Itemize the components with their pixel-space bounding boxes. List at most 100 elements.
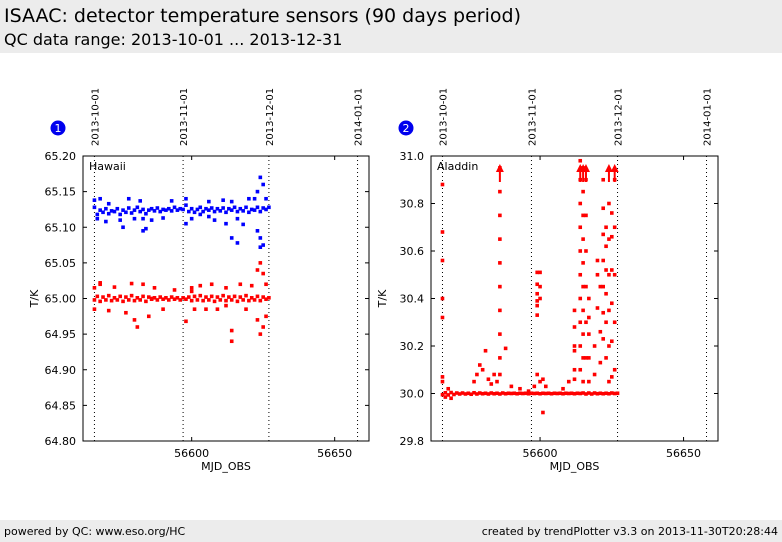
y-tick-label: 30.2 [400, 340, 425, 353]
data-point [515, 391, 519, 396]
data-point [198, 283, 203, 288]
data-point [161, 297, 165, 302]
data-point [581, 356, 585, 360]
data-point [106, 308, 111, 313]
data-point [212, 209, 217, 214]
data-point [584, 392, 588, 396]
x-axis-label: MJD_OBS [201, 460, 251, 473]
data-point [106, 211, 111, 216]
x-tick-label: 56600 [523, 447, 558, 460]
data-point [541, 377, 545, 382]
data-point [261, 182, 265, 187]
data-point [204, 307, 208, 311]
data-point [581, 308, 585, 313]
data-point [132, 208, 137, 212]
data-point [238, 295, 243, 299]
data-point [584, 320, 588, 325]
plots-canvas: 2013-10-01 2013-11-01 2013-12-01 2014-01-01… [28, 88, 719, 473]
data-point [598, 391, 603, 396]
data-point [566, 391, 571, 396]
data-point [469, 392, 473, 397]
data-point [172, 297, 177, 302]
footer-credit: powered by QC: www.eso.org/HC [4, 525, 186, 538]
data-point [198, 205, 203, 210]
data-point [167, 298, 171, 302]
data-point [529, 391, 534, 396]
data-point [601, 258, 605, 263]
data-point [503, 346, 508, 351]
data-point [601, 206, 605, 211]
data-point [604, 268, 608, 272]
data-point [440, 315, 445, 320]
data-point [578, 225, 583, 230]
data-point [604, 391, 608, 396]
data-point [498, 261, 502, 265]
data-point [132, 318, 137, 322]
data-point [532, 384, 537, 389]
data-point [498, 332, 502, 336]
data-point [472, 390, 476, 395]
data-point [129, 211, 134, 215]
data-point [452, 392, 456, 397]
data-point [607, 201, 611, 206]
data-point [184, 297, 188, 302]
data-point [112, 285, 117, 289]
offscale-arrow-head [604, 164, 613, 172]
data-point [132, 298, 137, 303]
data-point [121, 225, 125, 230]
data-point [95, 294, 100, 299]
data-point [538, 379, 542, 384]
data-point [595, 272, 600, 277]
data-point [138, 298, 142, 302]
data-point [238, 206, 243, 211]
data-point [146, 314, 151, 319]
data-point [483, 391, 488, 396]
data-point [229, 298, 234, 302]
data-point [541, 391, 545, 396]
data-point [124, 310, 128, 315]
data-point [189, 216, 194, 221]
data-point [518, 386, 522, 391]
data-point [227, 295, 231, 299]
data-point [612, 367, 617, 372]
data-point [498, 237, 502, 241]
data-point [480, 391, 485, 396]
data-point [141, 294, 145, 299]
data-point [189, 286, 194, 290]
data-point [198, 293, 203, 298]
data-point [581, 237, 585, 241]
data-point [578, 272, 583, 277]
data-point [221, 206, 225, 210]
plot-frame [82, 155, 370, 442]
data-point [149, 206, 154, 211]
data-point [244, 293, 248, 298]
data-point [538, 270, 542, 275]
data-point [267, 205, 271, 210]
data-point [118, 218, 122, 222]
data-point [189, 298, 194, 303]
data-point [601, 391, 605, 396]
y-tick-label: 30.8 [400, 198, 425, 211]
data-point [449, 396, 453, 401]
data-point [249, 295, 254, 300]
data-point [144, 226, 148, 231]
data-point [178, 206, 183, 211]
data-point [612, 272, 617, 277]
data-point [544, 391, 548, 396]
data-point [224, 210, 228, 215]
data-point [572, 308, 577, 313]
data-point [104, 219, 108, 224]
data-point [443, 395, 448, 399]
data-point [595, 258, 600, 263]
data-point [261, 325, 265, 329]
data-point [112, 209, 117, 214]
data-point [604, 356, 608, 360]
data-point [460, 391, 465, 395]
data-point [601, 232, 605, 237]
data-point [158, 295, 163, 299]
data-point [495, 391, 499, 396]
data-point [455, 391, 459, 395]
data-point [615, 391, 620, 396]
data-point [92, 298, 97, 302]
data-point [523, 391, 528, 396]
